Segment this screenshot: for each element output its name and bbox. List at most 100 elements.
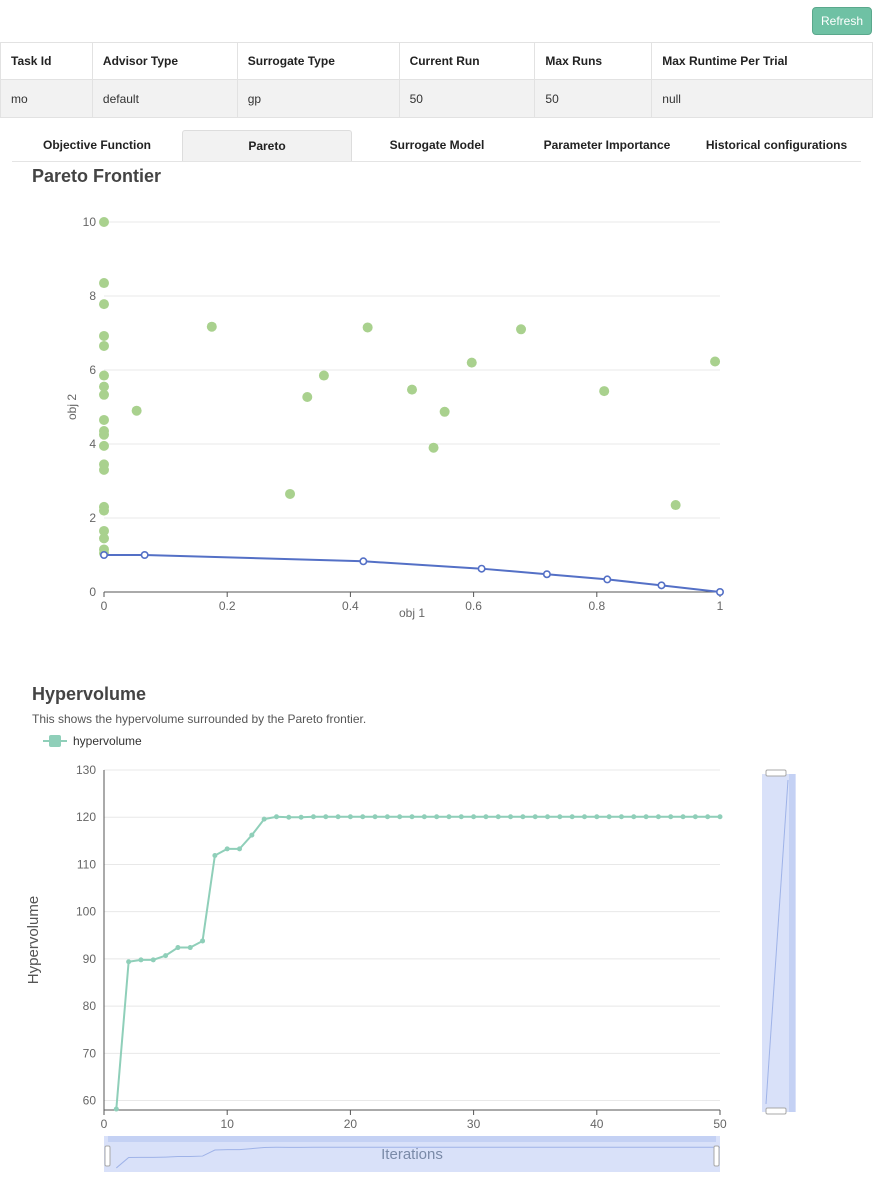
- header-surrogate-type: Surrogate Type: [236, 42, 400, 80]
- data-point: [261, 816, 267, 822]
- data-point: [421, 814, 427, 820]
- data-point: [692, 814, 698, 820]
- y-zoom-preview-line: [765, 779, 789, 1105]
- refresh-button[interactable]: Refresh: [812, 7, 872, 35]
- task-info-table: Task Id Advisor Type Surrogate Type Curr…: [0, 42, 873, 118]
- scatter-point: [99, 389, 109, 400]
- scatter-point: [599, 386, 610, 397]
- data-point: [175, 945, 181, 951]
- x-tick-label: 10: [221, 1117, 235, 1131]
- pareto-title: Pareto Frontier: [32, 166, 162, 186]
- pareto-chart: 0 2 4 6 8 10 0 0.2 0.4 0.6 0.8 1 obj 1 obj 2: [65, 215, 724, 620]
- tab-bar: Objective Function Pareto Surrogate Mode…: [12, 130, 861, 162]
- data-point: [618, 814, 624, 820]
- y-tick-label: 110: [77, 857, 96, 871]
- data-point: [360, 814, 366, 820]
- hypervolume-chart: hypervolume 60 70 80 90 100 110 120 130 0 10 20 30 40…: [25, 734, 796, 1172]
- table-row: mo default gp 50 50 null: [0, 79, 873, 118]
- cell-max-runtime: null: [651, 79, 873, 118]
- frontier-point: [715, 587, 724, 596]
- scatter-point: [99, 299, 109, 310]
- data-point: [680, 814, 686, 820]
- y-tick-label: 0: [89, 585, 96, 599]
- x-zoom-handle-left: [104, 1145, 111, 1167]
- x-tick-label: 20: [344, 1117, 358, 1131]
- cell-task-id: mo: [0, 79, 93, 118]
- x-zoom-top-bar: [108, 1136, 716, 1142]
- x-axis-title: Iterations: [381, 1146, 443, 1163]
- header-advisor-type: Advisor Type: [91, 42, 238, 80]
- header-task-id: Task Id: [0, 42, 93, 80]
- data-point: [520, 814, 526, 820]
- header-current-run: Current Run: [398, 42, 536, 80]
- cell-max-runs: 50: [534, 79, 653, 118]
- data-point: [631, 814, 637, 820]
- y-zoom-side-bar: [789, 774, 795, 1112]
- scatter-point: [318, 370, 329, 381]
- tab-objective-function[interactable]: Objective Function: [42, 138, 151, 152]
- scatter-point: [516, 324, 527, 335]
- data-point: [323, 814, 329, 820]
- header-max-runs: Max Runs: [534, 42, 653, 80]
- data-point: [434, 814, 440, 820]
- y-tick-label: 6: [89, 363, 96, 377]
- scatter-point: [302, 392, 313, 403]
- scatter-point: [99, 330, 109, 341]
- data-point: [643, 814, 649, 820]
- data-point: [286, 814, 292, 820]
- y-axis-title: Hypervolume: [25, 896, 42, 984]
- y-zoom-handle-top: [765, 769, 787, 777]
- x-zoom-handle-right: [713, 1145, 720, 1167]
- scatter-point: [670, 500, 681, 511]
- data-point: [446, 814, 452, 820]
- scatter-point: [99, 278, 109, 289]
- data-point: [594, 814, 600, 820]
- data-point: [138, 957, 144, 963]
- data-point: [495, 814, 501, 820]
- y-axis-title: obj 2: [65, 394, 79, 420]
- y-tick-label: 90: [83, 952, 97, 966]
- x-tick-label: 0.8: [588, 599, 605, 613]
- data-point: [212, 852, 218, 858]
- scatter-point: [99, 340, 109, 351]
- data-point: [545, 814, 551, 820]
- data-point: [471, 814, 477, 820]
- tab-parameter-importance[interactable]: Parameter Importance: [543, 138, 671, 152]
- legend-swatch: [49, 735, 61, 747]
- data-point: [237, 846, 243, 852]
- frontier-point: [100, 550, 109, 559]
- scatter-point: [362, 322, 373, 333]
- tab-surrogate-model[interactable]: Surrogate Model: [389, 138, 485, 152]
- data-point: [508, 814, 514, 820]
- data-point: [483, 814, 489, 820]
- data-point: [557, 814, 563, 820]
- tab-pareto[interactable]: Pareto: [182, 130, 352, 161]
- x-tick-label: 0.4: [342, 599, 359, 613]
- x-tick-label: 0: [101, 599, 108, 613]
- scatter-point: [99, 440, 109, 451]
- y-tick-label: 80: [83, 999, 97, 1013]
- scatter-point: [99, 464, 109, 475]
- data-point: [705, 814, 711, 820]
- x-tick-label: 0: [101, 1117, 108, 1131]
- y-tick-label: 60: [83, 1094, 97, 1108]
- x-zoom-preview-line: [115, 1146, 720, 1169]
- x-tick-label: 0.6: [465, 599, 482, 613]
- y-tick-label: 2: [89, 511, 96, 525]
- frontier-point: [657, 581, 666, 590]
- scatter-point: [99, 217, 109, 227]
- data-point: [532, 814, 538, 820]
- data-point: [384, 814, 390, 820]
- x-tick-label: 0.2: [219, 599, 236, 613]
- hypervolume-title: Hypervolume: [32, 684, 147, 704]
- cell-surrogate-type: gp: [236, 79, 400, 118]
- y-tick-label: 120: [76, 810, 96, 824]
- scatter-point: [99, 414, 109, 425]
- hypervolume-line: [115, 815, 720, 1110]
- tab-historical-configurations[interactable]: Historical configurations: [705, 138, 848, 152]
- frontier-point: [542, 570, 551, 579]
- data-point: [655, 814, 661, 820]
- scatter-point: [428, 442, 439, 453]
- scatter-point: [99, 525, 109, 536]
- data-point: [668, 814, 674, 820]
